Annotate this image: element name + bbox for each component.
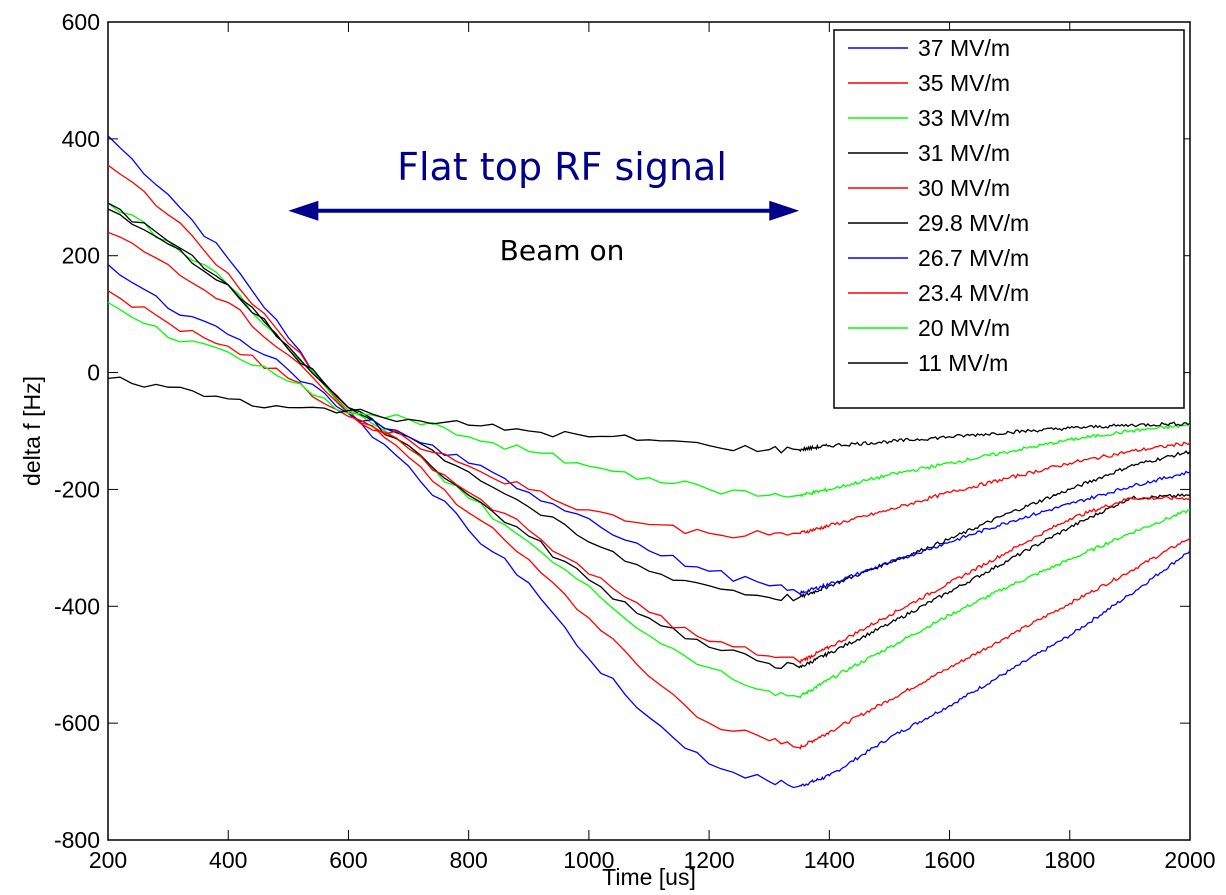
series-line-6 [107,208,1191,602]
y-tick-label: 600 [62,9,100,35]
series-line-10 [107,376,1191,454]
x-tick-label: 1200 [684,847,735,873]
legend-label: 31 MV/m [918,140,1010,166]
y-tick-label: -800 [54,827,100,853]
arrow-head-left [288,200,319,221]
legend-label: 11 MV/m [918,350,1008,376]
x-tick-label: 1800 [1044,847,1095,873]
x-tick-label: 1600 [924,847,975,873]
legend-items: 37 MV/m 35 MV/m 33 MV/m 31 MV/m 30 MV/m 29.8 … [848,35,1029,376]
arrow-head-right [769,200,800,221]
y-tick-label: -400 [54,593,100,619]
series-line-5 [107,231,1191,665]
legend-label: 26.7 MV/m [918,245,1029,271]
legend-label: 35 MV/m [918,70,1010,96]
x-tick-label: 200 [89,847,127,873]
legend: 37 MV/m 35 MV/m 33 MV/m 31 MV/m 30 MV/m 29.8 … [833,29,1185,409]
annotation-arrow [288,200,800,221]
legend-box [833,29,1185,409]
y-tick-label: 400 [62,126,100,152]
x-tick-label: 1400 [804,847,855,873]
series-line-9 [107,301,1190,498]
y-tick-label: 0 [87,360,100,386]
x-tick-label: 800 [449,847,487,873]
legend-label: 23.4 MV/m [918,280,1029,306]
x-tick-label: 400 [209,847,247,873]
series-line-8 [107,290,1191,539]
series-line-4 [107,202,1191,670]
series-line-2 [107,164,1191,750]
series-line-7 [107,264,1191,596]
legend-label: 33 MV/m [918,105,1010,131]
legend-label: 37 MV/m [918,35,1010,61]
legend-label: 29.8 MV/m [918,210,1029,236]
annotation-arrow-sublabel: Beam on [500,234,625,267]
y-tick-label: -600 [54,710,100,736]
x-tick-label: 2000 [1164,847,1215,873]
series-line-3 [107,202,1190,699]
y-tick-label: 200 [62,243,100,269]
annotation: Flat top RF signal Beam on [288,145,800,267]
x-tick-label: 600 [329,847,367,873]
annotation-arrow-label: Flat top RF signal [397,145,727,189]
tick-layer: 200 400 600 800 1000 1200 1400 1600 1800 20006004… [54,9,1216,873]
series-layer [107,135,1191,789]
series-line-1 [107,135,1191,789]
y-tick-label: -200 [54,476,100,502]
x-axis-label: Time [us] [602,864,696,890]
x-tick-label: 1000 [563,847,614,873]
y-axis-label: delta f [Hz] [19,376,45,486]
legend-label: 30 MV/m [918,175,1010,201]
legend-label: 20 MV/m [918,315,1010,341]
